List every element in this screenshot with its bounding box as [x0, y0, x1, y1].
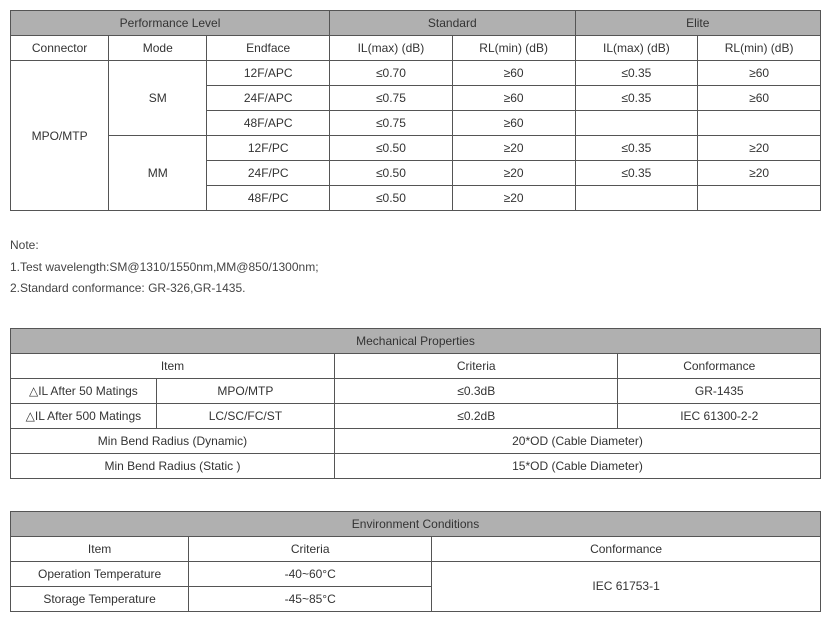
mech-item: △IL After 50 Matings: [11, 378, 157, 403]
cell-mode-sm: SM: [109, 61, 207, 136]
mech-crit: 20*OD (Cable Diameter): [334, 428, 820, 453]
hdr-standard: Standard: [330, 11, 575, 36]
cell-value: [575, 111, 698, 136]
mech-crit: 15*OD (Cable Diameter): [334, 453, 820, 478]
mech-hdr-criteria: Criteria: [334, 353, 618, 378]
cell-value: ≥60: [452, 86, 575, 111]
env-crit: -40~60°C: [189, 561, 432, 586]
mech-item: Min Bend Radius (Static ): [11, 453, 335, 478]
cell-value: [698, 111, 821, 136]
cell-endface: 48F/PC: [207, 186, 330, 211]
cell-value: ≤0.35: [575, 61, 698, 86]
cell-value: ≤0.35: [575, 86, 698, 111]
mechanical-table: Mechanical Properties Item Criteria Conf…: [10, 328, 821, 479]
cell-value: ≤0.50: [330, 161, 453, 186]
env-hdr-criteria: Criteria: [189, 536, 432, 561]
cell-endface: 12F/PC: [207, 136, 330, 161]
env-conf: IEC 61753-1: [432, 561, 821, 611]
cell-value: ≤0.50: [330, 186, 453, 211]
mech-item: △IL After 500 Matings: [11, 403, 157, 428]
hdr-elite-il: IL(max) (dB): [575, 36, 698, 61]
cell-endface: 24F/PC: [207, 161, 330, 186]
mech-sub: MPO/MTP: [156, 378, 334, 403]
note-title: Note:: [10, 235, 821, 257]
cell-connector: MPO/MTP: [11, 61, 109, 211]
hdr-connector: Connector: [11, 36, 109, 61]
cell-mode-mm: MM: [109, 136, 207, 211]
cell-value: ≥20: [452, 161, 575, 186]
cell-value: ≤0.75: [330, 111, 453, 136]
cell-value: ≤0.50: [330, 136, 453, 161]
env-hdr-item: Item: [11, 536, 189, 561]
cell-value: ≥60: [452, 111, 575, 136]
cell-endface: 24F/APC: [207, 86, 330, 111]
cell-value: ≥20: [698, 136, 821, 161]
hdr-std-il: IL(max) (dB): [330, 36, 453, 61]
hdr-mode: Mode: [109, 36, 207, 61]
mech-conf: GR-1435: [618, 378, 821, 403]
env-title: Environment Conditions: [11, 511, 821, 536]
hdr-std-rl: RL(min) (dB): [452, 36, 575, 61]
hdr-elite: Elite: [575, 11, 821, 36]
mech-hdr-item: Item: [11, 353, 335, 378]
note-line: 1.Test wavelength:SM@1310/1550nm,MM@850/…: [10, 257, 821, 279]
mech-crit: ≤0.3dB: [334, 378, 618, 403]
env-item: Operation Temperature: [11, 561, 189, 586]
mech-item: Min Bend Radius (Dynamic): [11, 428, 335, 453]
env-item: Storage Temperature: [11, 586, 189, 611]
cell-value: ≤0.75: [330, 86, 453, 111]
env-crit: -45~85°C: [189, 586, 432, 611]
hdr-endface: Endface: [207, 36, 330, 61]
cell-value: ≤0.35: [575, 161, 698, 186]
environment-table: Environment Conditions Item Criteria Con…: [10, 511, 821, 612]
cell-value: ≤0.70: [330, 61, 453, 86]
mech-conf: IEC 61300-2-2: [618, 403, 821, 428]
cell-value: ≤0.35: [575, 136, 698, 161]
hdr-elite-rl: RL(min) (dB): [698, 36, 821, 61]
cell-value: ≥20: [698, 161, 821, 186]
cell-value: ≥20: [452, 186, 575, 211]
cell-endface: 48F/APC: [207, 111, 330, 136]
env-hdr-conf: Conformance: [432, 536, 821, 561]
cell-value: ≥60: [452, 61, 575, 86]
mech-title: Mechanical Properties: [11, 328, 821, 353]
note-block: Note: 1.Test wavelength:SM@1310/1550nm,M…: [10, 235, 821, 300]
mech-crit: ≤0.2dB: [334, 403, 618, 428]
cell-value: ≥60: [698, 61, 821, 86]
cell-value: ≥60: [698, 86, 821, 111]
mech-sub: LC/SC/FC/ST: [156, 403, 334, 428]
performance-table: Performance Level Standard Elite Connect…: [10, 10, 821, 211]
mech-hdr-conf: Conformance: [618, 353, 821, 378]
hdr-perf-level: Performance Level: [11, 11, 330, 36]
note-line: 2.Standard conformance: GR-326,GR-1435.: [10, 278, 821, 300]
cell-value: ≥20: [452, 136, 575, 161]
cell-endface: 12F/APC: [207, 61, 330, 86]
cell-value: [698, 186, 821, 211]
cell-value: [575, 186, 698, 211]
